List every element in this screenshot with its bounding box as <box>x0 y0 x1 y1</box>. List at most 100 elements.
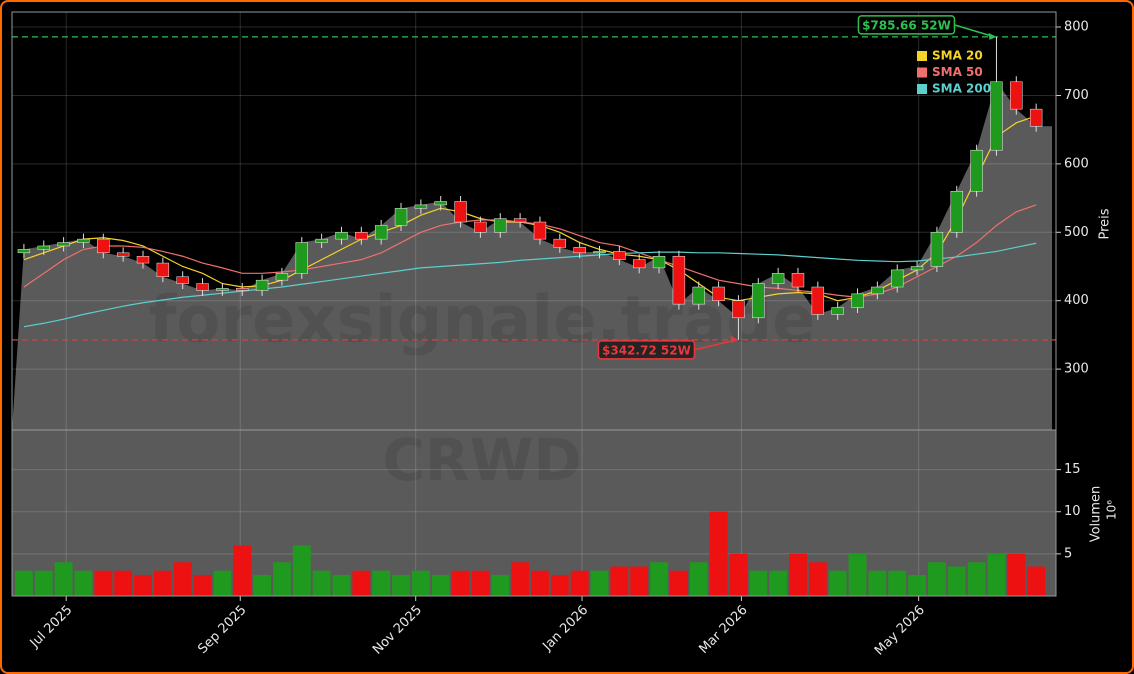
candle-body <box>1029 108 1043 127</box>
volume-bar <box>14 570 33 596</box>
candle-body <box>712 286 725 301</box>
volume-bar <box>808 562 827 596</box>
y-tick-label: 700 <box>1064 88 1089 103</box>
annotation-arrow <box>694 339 737 351</box>
candle-body <box>315 238 328 243</box>
volume-bar <box>610 566 629 596</box>
annotation-arrow <box>954 24 995 38</box>
volume-bar <box>213 570 232 596</box>
volume-bar <box>1027 566 1046 596</box>
candle-body <box>196 283 209 291</box>
annotation-box <box>597 340 696 360</box>
candle-body <box>434 201 447 206</box>
y-tick-label: 5 <box>1064 546 1072 561</box>
volume-bar <box>531 570 549 596</box>
annotation-box <box>857 15 956 35</box>
candle-body <box>236 288 249 291</box>
candle-body <box>295 242 308 274</box>
candle-body <box>374 225 388 240</box>
volume-bar <box>570 570 589 596</box>
volume-bar <box>769 570 788 596</box>
volume-bar <box>372 570 391 596</box>
volume-bar <box>312 570 331 596</box>
candle-body <box>414 204 428 209</box>
candle-body <box>771 273 785 284</box>
volume-bar <box>94 570 113 596</box>
legend-label: SMA 50 <box>932 65 983 79</box>
volume-bar <box>987 553 1006 596</box>
volume-bar <box>34 570 53 596</box>
volume-bar <box>292 545 311 596</box>
candle-body <box>791 273 805 288</box>
candle-body <box>97 238 110 254</box>
volume-bar <box>888 570 907 596</box>
volume-bar <box>729 553 748 596</box>
y-tick-label: 400 <box>1064 293 1089 308</box>
volume-bar <box>451 570 470 596</box>
candle-body <box>652 255 666 269</box>
volume-bar <box>908 574 926 596</box>
y-tick-label: 15 <box>1064 462 1081 477</box>
x-tick-label: Sep 2025 <box>195 603 249 657</box>
volume-bar <box>550 574 569 596</box>
candle-body <box>632 259 646 269</box>
volume-bar <box>114 570 133 596</box>
y-tick-label: 10 <box>1064 504 1081 519</box>
annotation-label: $785.66 52W <box>862 18 951 32</box>
volume-bar <box>74 570 93 596</box>
watermark-symbol: CRWD <box>382 426 581 494</box>
candle-body <box>57 242 70 247</box>
x-tick-label: Nov 2025 <box>370 603 425 658</box>
candle-body <box>116 252 130 257</box>
volume-bar <box>411 570 430 596</box>
candle-body <box>871 286 884 295</box>
y-tick-label: 300 <box>1064 362 1089 377</box>
y-tick-label: 600 <box>1064 156 1089 171</box>
volume-bar <box>689 562 708 596</box>
sma-line <box>23 115 1037 302</box>
candle-body <box>513 218 527 223</box>
annotation-arrowhead <box>988 32 997 40</box>
volume-bar <box>134 574 152 596</box>
candle-body <box>255 279 269 291</box>
candle-body <box>831 307 844 315</box>
legend-swatch <box>917 67 927 78</box>
candle-body <box>156 262 170 278</box>
y-tick-label: 500 <box>1064 225 1089 240</box>
volume-bar <box>669 570 688 596</box>
candle-body <box>891 269 904 288</box>
legend-swatch <box>917 51 927 61</box>
candle-body <box>930 232 944 267</box>
candle-body <box>811 286 825 315</box>
annotation-label: $342.72 52W <box>602 343 691 357</box>
volume-bar <box>471 570 490 596</box>
candle-body <box>950 190 963 233</box>
candle-body <box>355 232 368 240</box>
candle-body <box>474 221 487 233</box>
x-tick-label: Jan 2026 <box>540 603 592 655</box>
volume-bar <box>630 566 649 596</box>
candle-body <box>910 266 924 271</box>
candle-body <box>970 149 983 192</box>
legend-label: SMA 200 <box>932 82 991 96</box>
candle-body <box>494 218 507 233</box>
y-axis-label: Preis <box>1098 208 1113 239</box>
candle-body <box>692 286 705 305</box>
volume-bar <box>511 562 530 596</box>
candle-body <box>553 238 567 248</box>
volume-bar <box>590 570 609 596</box>
volume-bar <box>947 566 966 596</box>
volume-bar <box>352 570 371 596</box>
volume-bar <box>273 562 291 596</box>
volume-bar <box>848 553 867 596</box>
candle-body <box>752 283 765 319</box>
volume-bar <box>431 574 450 596</box>
x-tick-label: May 2026 <box>872 603 928 659</box>
price-area <box>12 81 1052 430</box>
candle-body <box>1010 81 1023 110</box>
candle-body <box>275 273 289 281</box>
volume-bar <box>332 574 351 596</box>
candle-body <box>335 232 348 240</box>
candle-body <box>454 201 467 223</box>
